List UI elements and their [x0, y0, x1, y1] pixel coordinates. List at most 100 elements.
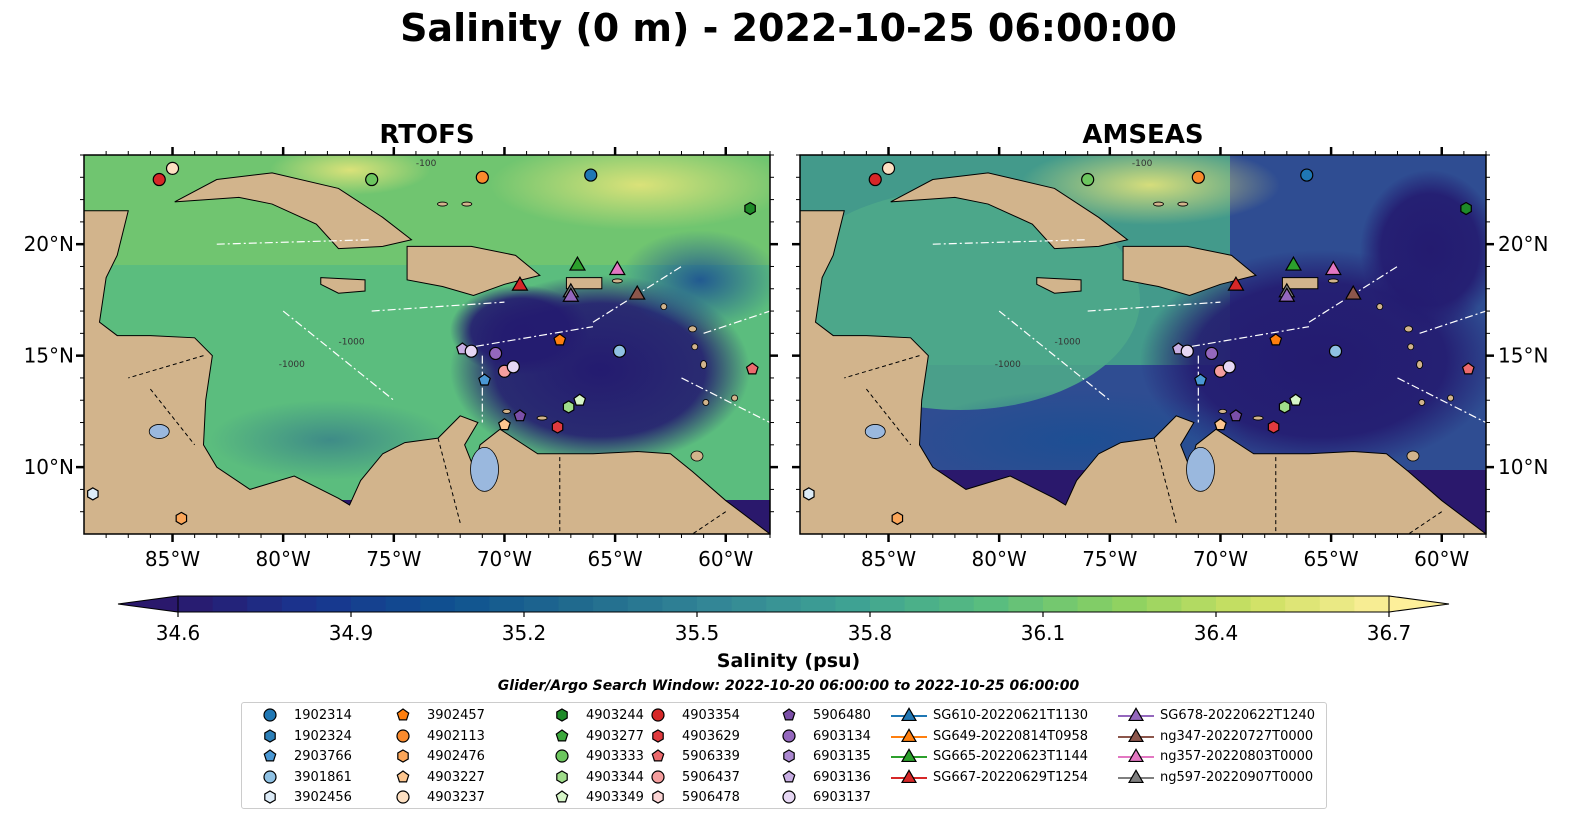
- legend-marker-icon: [397, 749, 409, 763]
- lake: [864, 424, 886, 439]
- observation-markers: [803, 161, 1475, 526]
- contour-label: -1000: [279, 360, 305, 370]
- island: [690, 450, 704, 462]
- lat-tick-label: 20°N: [1498, 232, 1548, 256]
- island: [691, 343, 699, 351]
- observation-marker: [1289, 393, 1303, 406]
- observation-marker: [891, 511, 904, 526]
- legend-marker-icon: [900, 768, 918, 783]
- legend-marker-icon: [652, 728, 664, 743]
- country-border: [1153, 438, 1177, 523]
- lon-tick-label: 85°W: [145, 547, 200, 571]
- legend-marker-icon: [900, 727, 918, 742]
- contour-label: -1000: [995, 360, 1021, 370]
- island: [1177, 201, 1189, 207]
- legend-label: 6903136: [813, 769, 871, 785]
- landmass: [174, 172, 413, 250]
- legend-label: SG610-20220621T1130: [933, 708, 1089, 723]
- eez-boundary: [1087, 301, 1221, 312]
- island: [731, 394, 738, 402]
- colorbar-segment: [454, 596, 490, 612]
- colorbar-segment: [1319, 596, 1355, 612]
- legend-marker-icon: [1127, 768, 1145, 783]
- amseas-map-panel: -100 -1000 -1000 85°W 80°W 75°W 70°W 65°W 60°W 2…: [792, 147, 1548, 571]
- observation-marker: [1267, 420, 1280, 434]
- colorbar-segment: [1112, 596, 1148, 612]
- eez-boundary: [1176, 326, 1310, 350]
- legend-label: SG667-20220629T1254: [933, 769, 1089, 785]
- colorbar-segment: [1008, 596, 1044, 612]
- observation-marker: [1278, 287, 1296, 302]
- observation-marker: [87, 487, 99, 501]
- legend-marker-icon: [1127, 748, 1145, 763]
- legend-marker-icon: [556, 708, 568, 722]
- colorbar-segment: [281, 596, 317, 612]
- observation-marker: [165, 161, 180, 175]
- island: [1218, 408, 1228, 414]
- observation-marker: [1229, 409, 1243, 422]
- island: [1153, 201, 1164, 207]
- observation-marker: [365, 172, 379, 187]
- legend-label: 6903137: [813, 790, 871, 805]
- colorbar-tick-label: 34.9: [329, 621, 374, 645]
- observation-marker: [1300, 168, 1314, 182]
- island: [1327, 278, 1339, 284]
- observation-marker: [551, 420, 564, 434]
- colorbar-segment: [939, 596, 975, 612]
- legend: 1902314 1902324 2903766 3901861 3902456 39024…: [241, 702, 1327, 809]
- lon-tick-label: 75°W: [366, 547, 421, 571]
- legend-label: 4902476: [427, 749, 485, 764]
- legend-label: 6903134: [813, 728, 871, 744]
- colorbar-segment: [1181, 596, 1217, 612]
- eez-boundary: [681, 377, 770, 424]
- colorbar-segment: [627, 596, 663, 612]
- colorbar-extend-min: [117, 595, 179, 613]
- legend-marker-icon: [651, 708, 665, 722]
- eez-boundary: [1397, 377, 1486, 424]
- legend-marker-icon: [555, 749, 569, 763]
- lat-tick-label: 10°N: [24, 455, 74, 479]
- island: [1407, 343, 1415, 351]
- colorbar-extend-max: [1388, 595, 1450, 613]
- colorbar-segment: [1285, 596, 1321, 612]
- observation-marker: [1278, 400, 1291, 414]
- legend-marker-icon: [1127, 727, 1145, 742]
- legend-label: SG665-20220623T1144: [933, 749, 1089, 764]
- legend-marker-icon: [555, 728, 569, 741]
- landmass: [1036, 277, 1082, 294]
- lat-tick-label: 20°N: [24, 232, 74, 256]
- landmass: [890, 172, 1129, 250]
- country-border: [437, 438, 461, 523]
- legend-marker-icon: [900, 707, 918, 722]
- lon-tick-label: 70°W: [477, 547, 532, 571]
- legend-marker-icon: [783, 749, 795, 763]
- observation-marker: [1194, 373, 1207, 386]
- legend-marker-icon: [782, 728, 796, 743]
- colorbar-segment: [178, 596, 214, 612]
- observation-marker: [628, 284, 646, 300]
- colorbar-tick-label: 35.8: [848, 621, 893, 645]
- amseas-panel-title: AMSEAS: [1082, 120, 1204, 150]
- colorbar-segment: [385, 596, 421, 612]
- observation-marker: [1180, 344, 1194, 358]
- legend-label: 4903277: [586, 728, 644, 744]
- legend-label: 4902113: [427, 728, 485, 744]
- map-frame: [799, 154, 1487, 535]
- legend-marker-icon: [264, 728, 276, 743]
- legend-label: ng347-20220727T0000: [1160, 728, 1314, 744]
- landmass: [565, 277, 603, 290]
- observation-marker: [1204, 346, 1219, 361]
- colorbar-segment: [524, 596, 560, 612]
- legend-label: 4903227: [427, 769, 485, 785]
- map-frame: [83, 154, 771, 535]
- legend-marker-icon: [782, 708, 796, 721]
- colorbar-tick-label: 36.4: [1194, 621, 1239, 645]
- observation-marker: [1328, 344, 1343, 358]
- colorbar-segment: [489, 596, 525, 612]
- observation-marker: [498, 418, 511, 431]
- lat-tick-label: 10°N: [1498, 455, 1548, 479]
- legend-marker-icon: [396, 769, 410, 782]
- rtofs-map-panel: -100 -1000 -1000 85°W 80°W 75°W 70°W 65°W 60°W 2…: [24, 147, 778, 571]
- colorbar-segment: [800, 596, 836, 612]
- observation-marker: [1461, 362, 1475, 375]
